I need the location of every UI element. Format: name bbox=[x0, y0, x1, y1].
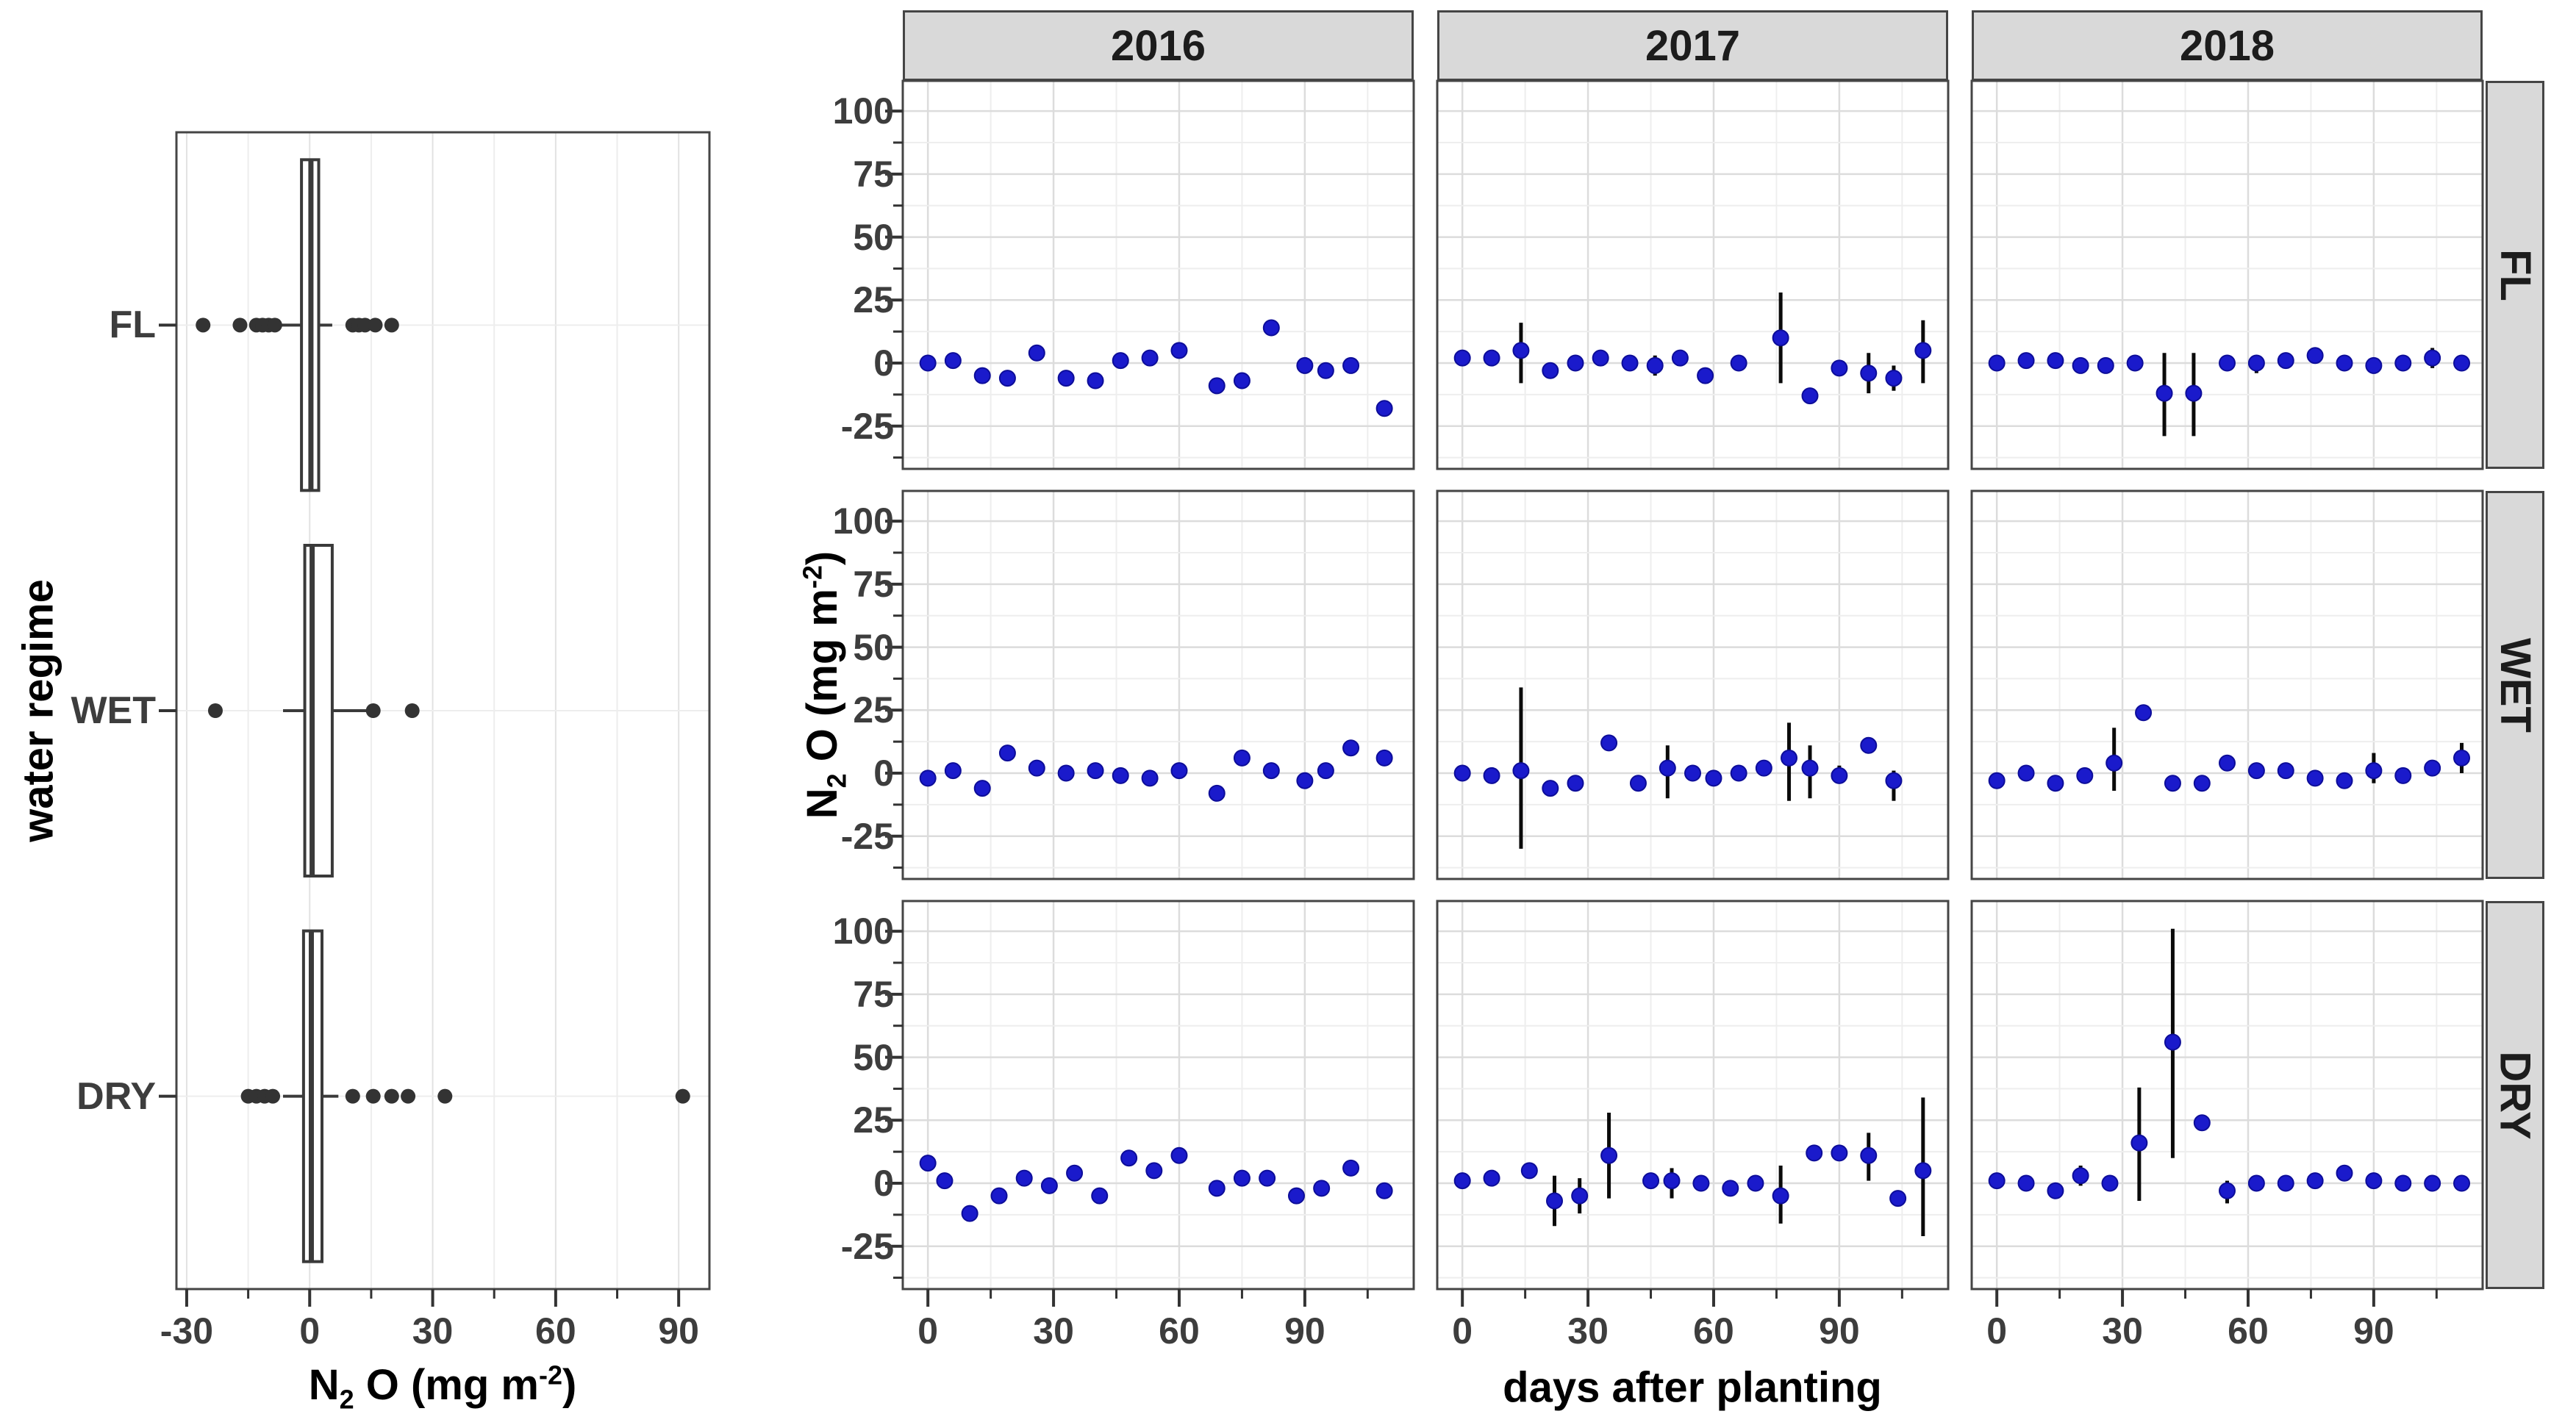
tick-label: 90 bbox=[1819, 1310, 1860, 1352]
facet-strip-2018-label: 2018 bbox=[2179, 21, 2275, 70]
y-title-part: O (mg m bbox=[798, 589, 846, 774]
tick-label: 60 bbox=[535, 1310, 576, 1352]
tick-label: 30 bbox=[1567, 1310, 1609, 1352]
tick-label: 90 bbox=[2353, 1310, 2394, 1352]
facet-strip-fl-label: FL bbox=[2491, 248, 2539, 301]
facet-strip-2017: 2017 bbox=[1437, 10, 1948, 81]
facet-y-axis-title: N2 O (mg m-2) bbox=[798, 551, 853, 819]
y-title-sub: 2 bbox=[821, 773, 852, 789]
tick-label: 100 bbox=[832, 911, 894, 952]
boxplot-y-axis-title: water regime bbox=[14, 579, 62, 842]
facet-strip-2018: 2018 bbox=[1972, 10, 2483, 81]
x-title-part: ) bbox=[562, 1360, 577, 1409]
facet-strip-wet-label: WET bbox=[2491, 637, 2539, 733]
tick-label: 50 bbox=[853, 626, 894, 668]
tick-label: -25 bbox=[840, 405, 894, 447]
tick-label: 0 bbox=[917, 1310, 939, 1352]
facet-strip-2017-label: 2017 bbox=[1645, 21, 1741, 70]
tick-label: 30 bbox=[2102, 1310, 2143, 1352]
tick-label: 30 bbox=[412, 1310, 454, 1352]
facet-strip-fl: FL bbox=[2486, 81, 2544, 469]
tick-label: 25 bbox=[853, 1099, 894, 1141]
tick-label: 60 bbox=[1159, 1310, 1200, 1352]
tick-label: 0 bbox=[299, 1310, 321, 1352]
tick-label: 60 bbox=[1693, 1310, 1734, 1352]
tick-label: 60 bbox=[2228, 1310, 2269, 1352]
x-title-sup: -2 bbox=[538, 1360, 562, 1390]
tick-label: 50 bbox=[853, 216, 894, 258]
tick-label: 75 bbox=[853, 153, 894, 195]
tick-label: 25 bbox=[853, 279, 894, 321]
tick-label: 0 bbox=[1452, 1310, 1473, 1352]
y-title-sup: -2 bbox=[797, 565, 828, 589]
category-label-dry: DRY bbox=[76, 1074, 156, 1118]
facet-strip-2016-label: 2016 bbox=[1110, 21, 1206, 70]
tick-label: 75 bbox=[853, 973, 894, 1015]
x-title-part: N bbox=[308, 1360, 340, 1409]
tick-label: 50 bbox=[853, 1036, 894, 1078]
tick-label: 100 bbox=[832, 500, 894, 542]
tick-label: 75 bbox=[853, 563, 894, 605]
tick-label: 0 bbox=[873, 342, 894, 384]
tick-label: 100 bbox=[832, 90, 894, 132]
tick-label: -30 bbox=[160, 1310, 214, 1352]
tick-label: 0 bbox=[873, 1163, 894, 1204]
tick-label: 90 bbox=[1284, 1310, 1325, 1352]
y-title-part: N bbox=[798, 788, 846, 819]
facet-x-axis-title: days after planting bbox=[1503, 1363, 1882, 1412]
x-title-sub: 2 bbox=[339, 1384, 354, 1414]
x-title-part: O (mg m bbox=[354, 1360, 539, 1409]
tick-label: -25 bbox=[840, 1225, 894, 1267]
tick-label: 0 bbox=[1986, 1310, 2008, 1352]
tick-label: 25 bbox=[853, 689, 894, 731]
category-label-fl: FL bbox=[109, 304, 156, 347]
tick-label: 90 bbox=[658, 1310, 699, 1352]
facet-strip-dry-label: DRY bbox=[2491, 1050, 2539, 1140]
facet-strip-dry: DRY bbox=[2486, 901, 2544, 1289]
facet-strip-2016: 2016 bbox=[903, 10, 1414, 81]
boxplot-x-axis-title: N2 O (mg m-2) bbox=[309, 1360, 577, 1414]
y-title-part: ) bbox=[798, 550, 846, 566]
tick-label: 0 bbox=[873, 753, 894, 794]
tick-label: 30 bbox=[1033, 1310, 1074, 1352]
facet-strip-wet: WET bbox=[2486, 491, 2544, 879]
tick-label: -25 bbox=[840, 815, 894, 857]
category-label-wet: WET bbox=[71, 689, 156, 732]
